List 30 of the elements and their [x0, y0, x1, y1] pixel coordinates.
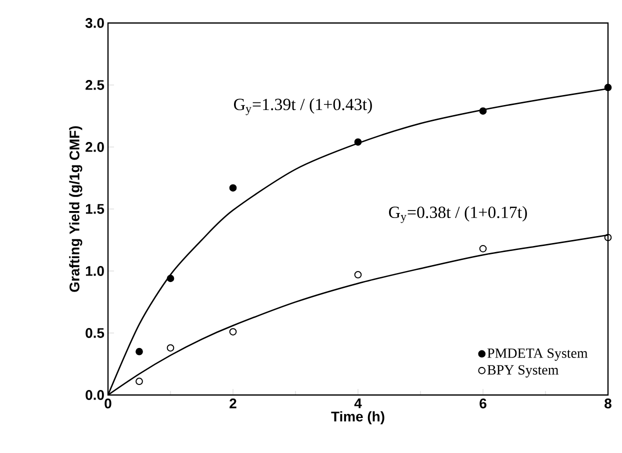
- y-tick-label: 0.0: [86, 390, 104, 400]
- y-tick-label: 2.0: [86, 142, 104, 152]
- point: [604, 234, 612, 242]
- y-tick-label: 1.0: [86, 266, 104, 276]
- y-tick-label: 0.5: [86, 328, 104, 338]
- y-tick-label: 2.5: [86, 80, 104, 90]
- point: [166, 274, 174, 282]
- legend-label: PMDETA System: [487, 348, 588, 361]
- point: [229, 328, 237, 336]
- point: [479, 107, 487, 115]
- point: [479, 244, 487, 252]
- y-axis-title: Grafting Yield (g/1g CMF): [69, 126, 82, 292]
- y-tick-label: 3.0: [85, 18, 104, 28]
- x-tick-label: 6: [480, 398, 486, 408]
- point: [229, 184, 237, 192]
- x-tick-label: 0: [104, 398, 112, 408]
- point: [136, 378, 143, 386]
- point: [604, 84, 612, 92]
- legend-label: BPY System: [487, 365, 558, 378]
- x-tick-label: 4: [354, 398, 362, 408]
- x-axis-title: Time (h): [331, 411, 384, 424]
- point: [166, 344, 174, 352]
- point: [354, 271, 362, 278]
- x-tick-label: 8: [604, 398, 612, 408]
- point: [136, 348, 143, 356]
- annotation: G$_{y}$=1.39t / (1+0.43t): [234, 98, 372, 116]
- x-tick-label: 2: [230, 398, 236, 408]
- point: [354, 138, 362, 146]
- y-tick-label: 1.5: [86, 204, 104, 214]
- annotation: G$_{y}$=0.38t / (1+0.17t): [389, 206, 527, 224]
